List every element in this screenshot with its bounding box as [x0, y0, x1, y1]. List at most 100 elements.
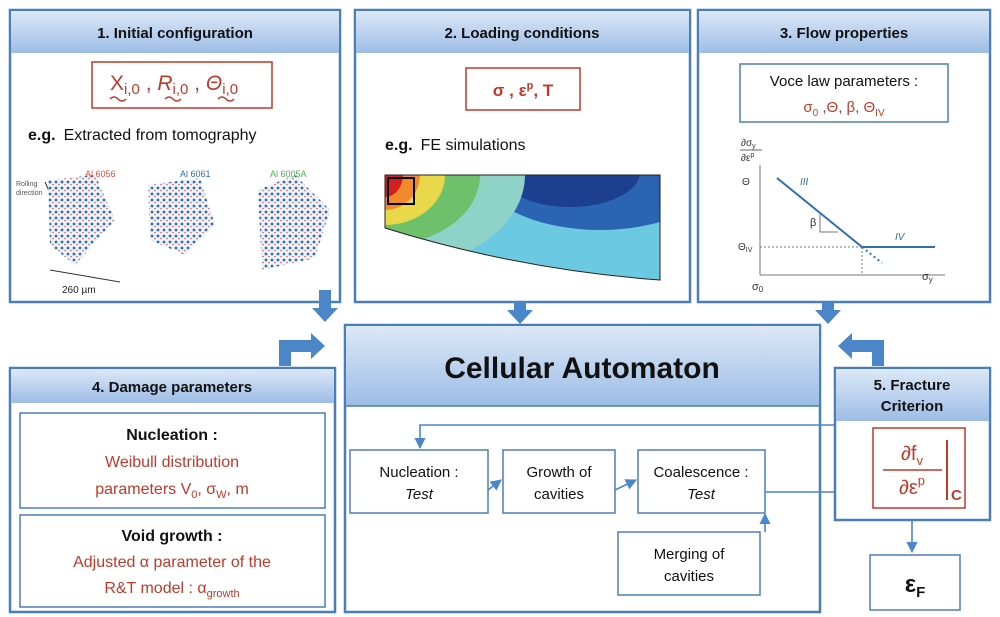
text-part: W — [216, 489, 227, 501]
text-part: i,0 — [222, 81, 238, 98]
step-box — [349, 449, 489, 514]
text-part: p — [750, 152, 754, 159]
criterion-sub: C — [951, 487, 962, 504]
panel-flow — [696, 8, 992, 304]
shape — [385, 175, 525, 270]
text-part: , σ — [197, 481, 216, 498]
criterion-box — [872, 427, 966, 509]
text-part: σ — [752, 281, 759, 293]
panel-header — [356, 11, 689, 53]
step-label: Merging of — [654, 546, 726, 563]
text-part: , — [188, 72, 206, 95]
step-label: Test — [687, 486, 716, 503]
text-part: σ , ε — [493, 81, 527, 100]
text-part: parameters V — [95, 481, 191, 498]
step-box — [637, 449, 766, 514]
text-part: R — [157, 72, 172, 95]
graph-label: III — [800, 177, 809, 188]
shape — [385, 175, 480, 245]
flow-arrow — [815, 302, 841, 324]
criterion-num: ∂fv — [901, 443, 923, 468]
graph-label: Θ — [742, 177, 750, 188]
flow-arrow — [312, 290, 338, 322]
shape — [500, 175, 640, 207]
param-text: parameters V0, σW, m — [95, 481, 249, 501]
sample-image — [258, 175, 330, 270]
fe-outline — [384, 174, 661, 281]
slope-triangle — [819, 213, 838, 233]
graph-ylabel: ∂εp — [741, 152, 754, 164]
text-part: IV — [875, 108, 885, 119]
sample-label: Al 6061 — [180, 169, 211, 179]
param-box — [19, 514, 326, 608]
step-label: Growth of — [526, 464, 592, 481]
panel-header — [11, 369, 334, 403]
params: σ0 ,Θ, β, ΘIV — [803, 99, 885, 119]
text-part: e.g. — [385, 137, 413, 154]
text-part: growth — [207, 588, 240, 600]
text-part: e.g. — [28, 127, 56, 144]
sample-label: Al 6056 — [85, 169, 116, 179]
example: e.g. FE simulations — [385, 137, 525, 154]
criterion-den: ∂εp — [899, 473, 925, 499]
text-part: ∂f — [901, 443, 917, 465]
shape — [385, 175, 403, 197]
text-part: FE simulations — [421, 137, 526, 154]
text-part: Extracted from tomography — [64, 127, 257, 144]
text-part: i,0 — [173, 81, 189, 98]
param-title: Void growth : — [121, 528, 222, 545]
flow-arrow — [279, 333, 325, 366]
graph-ylabel: ∂σy — [741, 138, 756, 150]
shape — [385, 175, 420, 210]
formula: σ , εp, T — [493, 80, 554, 100]
panel-title: Cellular Automaton — [444, 352, 720, 385]
step-box — [617, 531, 761, 596]
text-part: X — [110, 72, 124, 95]
param-text: Adjusted α parameter of the — [73, 554, 271, 571]
step-label: Test — [405, 486, 434, 503]
text-part: ∂ε — [899, 477, 918, 499]
text-part: y — [929, 275, 933, 284]
connector — [487, 479, 502, 491]
step-label: Nucleation : — [379, 464, 458, 481]
text-part: p — [918, 473, 925, 488]
text-part: IV — [746, 247, 753, 254]
example: e.g. Extracted from tomography — [28, 127, 257, 144]
text-part: 0 — [191, 489, 197, 501]
params-title: Voce law parameters : — [770, 73, 918, 90]
text-part: i,0 — [124, 81, 140, 98]
panel-title: 3. Flow properties — [780, 25, 908, 42]
text-part: σ — [803, 99, 813, 116]
connector — [614, 479, 638, 491]
sample-label: Al 6005A — [270, 169, 307, 179]
direction-label: Rolling — [16, 181, 38, 188]
graph-label: ΘIV — [738, 242, 753, 254]
step-box — [502, 449, 616, 514]
panel-title: 1. Initial configuration — [97, 25, 253, 42]
panel-title: 2. Loading conditions — [445, 25, 600, 42]
scale-label: 260 µm — [62, 285, 96, 296]
text-part: 0 — [759, 285, 764, 294]
panel-header — [836, 369, 989, 421]
scale-bar — [49, 269, 121, 283]
strain-box — [869, 554, 961, 611]
step-label: Coalescence : — [653, 464, 748, 481]
step-label: cavities — [664, 568, 714, 585]
param-box — [19, 412, 326, 509]
text-part: , T — [533, 81, 553, 100]
graph-label: β — [810, 217, 816, 229]
text-part: 0 — [813, 108, 819, 119]
text-part: Θ — [738, 242, 746, 253]
params-box — [739, 63, 949, 123]
text-part: σ — [922, 271, 929, 283]
panel-header — [11, 11, 339, 53]
text-part: ε — [905, 571, 916, 598]
panel-title: Criterion — [881, 398, 944, 415]
param-text: R&T model : αgrowth — [104, 580, 239, 600]
formula: Xi,0 , Ri,0 , Θi,0 — [110, 72, 238, 98]
text-part: F — [916, 584, 925, 601]
text-part: ∂ε — [741, 153, 751, 164]
sample-image — [48, 175, 115, 265]
flow-arrow — [507, 302, 533, 324]
text-part: , m — [227, 481, 249, 498]
